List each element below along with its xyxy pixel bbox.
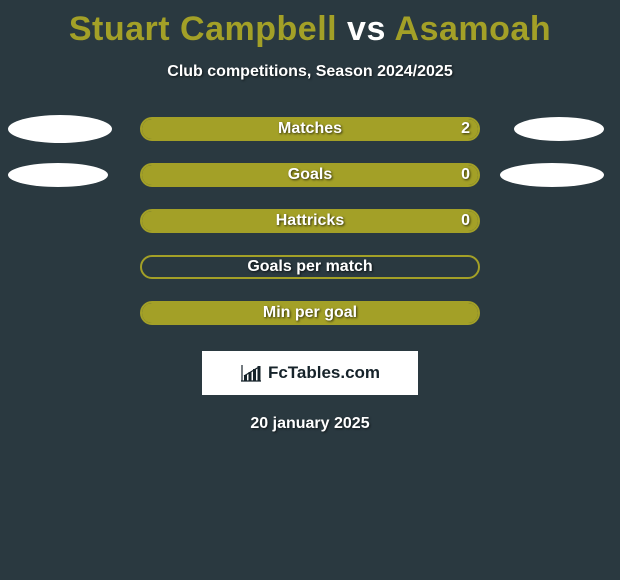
stat-row-min_per_goal: Min per goal — [0, 301, 620, 325]
bar-track — [140, 255, 480, 279]
bar-track — [140, 117, 480, 141]
title-vs: vs — [337, 10, 394, 48]
subtitle: Club competitions, Season 2024/2025 — [0, 63, 620, 81]
bar-track — [140, 301, 480, 325]
ellipse-right-icon — [500, 163, 604, 187]
bar-fill — [142, 165, 478, 185]
title-player1: Stuart Campbell — [69, 10, 337, 48]
logo-text: FcTables.com — [268, 363, 380, 383]
stat-row-matches: Matches2 — [0, 117, 620, 141]
stat-rows: Matches2 Goals0 Hattricks0 Goals per match M… — [0, 117, 620, 325]
fctables-logo[interactable]: FcTables.com — [202, 351, 418, 395]
bar-fill — [142, 211, 478, 231]
stat-row-goals_per_match: Goals per match — [0, 255, 620, 279]
stat-row-hattricks: Hattricks0 — [0, 209, 620, 233]
page-title: Stuart Campbell vs Asamoah — [0, 0, 620, 49]
bar-track — [140, 209, 480, 233]
ellipse-left-icon — [8, 163, 108, 187]
bar-value-right: 2 — [461, 117, 470, 141]
bar-fill — [142, 119, 478, 139]
ellipse-left-icon — [8, 115, 112, 143]
stat-row-goals: Goals0 — [0, 163, 620, 187]
bar-track — [140, 163, 480, 187]
bar-value-right: 0 — [461, 209, 470, 233]
bar-chart-icon — [240, 364, 262, 382]
bar-fill — [142, 303, 478, 323]
title-player2: Asamoah — [395, 10, 552, 48]
bar-value-right: 0 — [461, 163, 470, 187]
ellipse-right-icon — [514, 117, 604, 141]
date-label: 20 january 2025 — [0, 415, 620, 433]
